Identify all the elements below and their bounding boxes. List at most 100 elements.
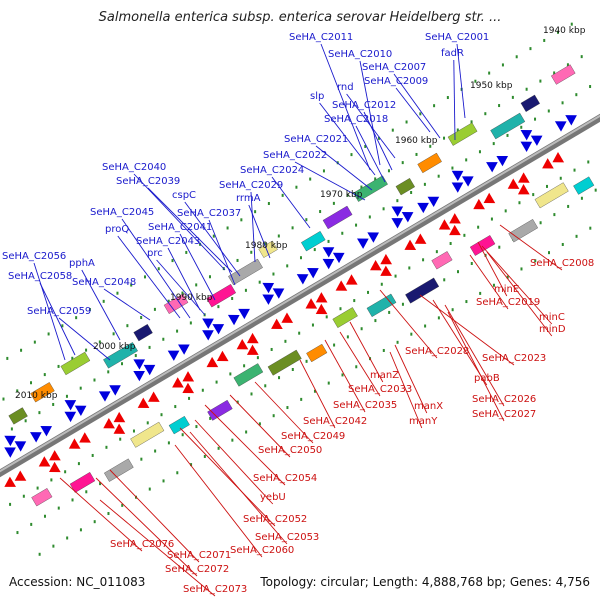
reverse-gene-label[interactable]: SeHA_C2042 — [303, 416, 367, 427]
forward-gene-label[interactable]: SeHA_C2056 — [2, 251, 66, 262]
tick-mark — [300, 397, 303, 401]
reverse-gene-label[interactable]: SeHA_C2052 — [243, 514, 307, 525]
tick-mark — [378, 136, 381, 140]
reverse-gene-label[interactable]: manY — [409, 416, 438, 427]
forward-cds-arrow — [64, 411, 77, 423]
tick-mark — [429, 144, 432, 148]
tick-mark — [341, 373, 344, 377]
forward-gene-label[interactable]: proQ — [105, 224, 129, 235]
reverse-leader-line — [99, 499, 216, 597]
tick-mark — [346, 193, 349, 197]
forward-gene-label[interactable]: SeHA_C2022 — [263, 150, 327, 161]
forward-gene-label[interactable]: SeHA_C2039 — [116, 176, 180, 187]
tick-mark — [539, 221, 542, 225]
forward-gene-label[interactable]: SeHA_C2045 — [90, 207, 154, 218]
forward-cds-arrow — [520, 130, 533, 141]
reverse-gene-label[interactable]: SeHA_C2028 — [405, 346, 469, 357]
reverse-gene-label[interactable]: minC — [539, 312, 565, 323]
tick-mark — [107, 370, 110, 374]
tick-mark — [43, 514, 46, 518]
forward-leader-line — [359, 60, 381, 166]
reverse-cds-arrow — [14, 470, 27, 481]
forward-gene-label[interactable]: rrmA — [236, 193, 261, 204]
forward-gene-label[interactable]: SeHA_C2040 — [102, 162, 166, 173]
tick-mark — [396, 199, 399, 203]
forward-gene-label[interactable]: SeHA_C2024 — [240, 165, 304, 176]
tick-mark — [267, 202, 270, 206]
reverse-gene-label[interactable]: SeHA_C2033 — [348, 384, 412, 395]
forward-gene-label[interactable]: prc — [147, 248, 163, 259]
tick-mark — [160, 413, 163, 417]
forward-gene-label[interactable]: SeHA_C2041 — [148, 222, 212, 233]
reverse-gene-label[interactable]: manX — [414, 401, 443, 412]
reverse-gene-label[interactable]: minD — [539, 324, 566, 335]
forward-gene-label[interactable]: SeHA_C2007 — [362, 62, 426, 73]
reverse-gene-label[interactable]: SeHA_C2071 — [167, 550, 231, 561]
reverse-gene-label[interactable]: SeHA_C2035 — [333, 400, 397, 411]
forward-gene-label[interactable]: SeHA_C2043 — [136, 236, 200, 247]
forward-gene-label[interactable]: SeHA_C2058 — [8, 271, 72, 282]
forward-gene-label[interactable]: pphA — [69, 258, 95, 269]
tick-mark — [382, 207, 385, 211]
forward-gene-label[interactable]: SeHA_C2048 — [72, 277, 136, 288]
forward-gene-label[interactable]: SeHA_C2009 — [364, 76, 428, 87]
forward-leader-line — [121, 218, 191, 319]
forward-gene-label[interactable]: SeHA_C2021 — [284, 134, 348, 145]
tick-mark — [594, 188, 597, 192]
reverse-gene-label[interactable]: SeHA_C2008 — [530, 258, 594, 269]
forward-gene-label[interactable]: fadR — [441, 48, 464, 59]
reverse-gene-label[interactable]: pabB — [474, 373, 500, 384]
map-title: Salmonella enterica subsp. enterica sero… — [98, 10, 502, 25]
forward-gene-label[interactable]: cspC — [172, 190, 196, 201]
reverse-gene-label[interactable]: SeHA_C2023 — [482, 353, 546, 364]
tick-mark — [570, 22, 573, 26]
reverse-gene-label[interactable]: SeHA_C2054 — [253, 473, 317, 484]
tick-mark — [217, 446, 220, 450]
reverse-gene-label[interactable]: SeHA_C2073 — [183, 584, 247, 595]
forward-gene-label[interactable]: SeHA_C2011 — [289, 32, 353, 43]
reverse-gene-label[interactable]: SeHA_C2049 — [281, 431, 345, 442]
tick-mark — [463, 233, 466, 237]
forward-gene-label[interactable]: SeHA_C2001 — [425, 32, 489, 43]
forward-gene-label[interactable]: SeHA_C2010 — [328, 49, 392, 60]
accession-text: Accession: NC_011083 — [9, 575, 146, 589]
forward-gene-label[interactable]: rnd — [337, 82, 354, 93]
reverse-gene-label[interactable]: minE — [494, 284, 519, 295]
tick-mark — [190, 463, 193, 467]
reverse-gene-label[interactable]: SeHA_C2050 — [258, 445, 322, 456]
forward-gene-label[interactable]: slp — [310, 91, 324, 102]
tick-mark — [532, 193, 535, 197]
forward-gene-label[interactable]: SeHA_C2029 — [219, 180, 283, 191]
forward-cds-arrow — [109, 385, 121, 396]
reverse-cds-arrow — [380, 265, 392, 276]
forward-cds-arrow — [427, 196, 440, 208]
reverse-gene-label[interactable]: SeHA_C2060 — [230, 545, 294, 556]
forward-cds-arrow — [496, 155, 509, 167]
forward-gene-label[interactable]: SeHA_C2037 — [177, 208, 241, 219]
forward-gene-label[interactable]: SeHA_C2012 — [332, 100, 396, 111]
tick-mark — [457, 270, 460, 274]
reverse-cds-arrow — [315, 292, 328, 303]
reverse-leader-line — [379, 289, 438, 359]
forward-gene-label[interactable]: SeHA_C2018 — [324, 114, 388, 125]
reverse-gene-label[interactable]: SeHA_C2027 — [472, 409, 536, 420]
tick-mark — [367, 290, 370, 294]
reverse-gene-label[interactable]: SeHA_C2026 — [472, 394, 536, 405]
reverse-gene-label[interactable]: manZ — [370, 370, 399, 381]
tick-mark — [98, 340, 101, 344]
reverse-gene-label[interactable]: SeHA_C2053 — [255, 532, 319, 543]
tick-mark — [65, 394, 68, 398]
tick-mark — [415, 152, 418, 156]
scale-tick-label: 1940 kbp — [543, 26, 586, 36]
reverse-gene-label[interactable]: SeHA_C2076 — [110, 539, 174, 550]
reverse-gene-label[interactable]: SeHA_C2019 — [476, 297, 540, 308]
forward-cds-arrow — [367, 232, 379, 243]
reverse-gene-label[interactable]: yebU — [260, 492, 286, 503]
reverse-feature-block — [130, 421, 165, 448]
tick-mark — [10, 427, 13, 431]
forward-gene-label[interactable]: SeHA_C2059 — [27, 306, 91, 317]
forward-feature-block — [206, 284, 236, 308]
reverse-gene-label[interactable]: SeHA_C2072 — [165, 564, 229, 575]
tick-mark — [258, 422, 261, 426]
